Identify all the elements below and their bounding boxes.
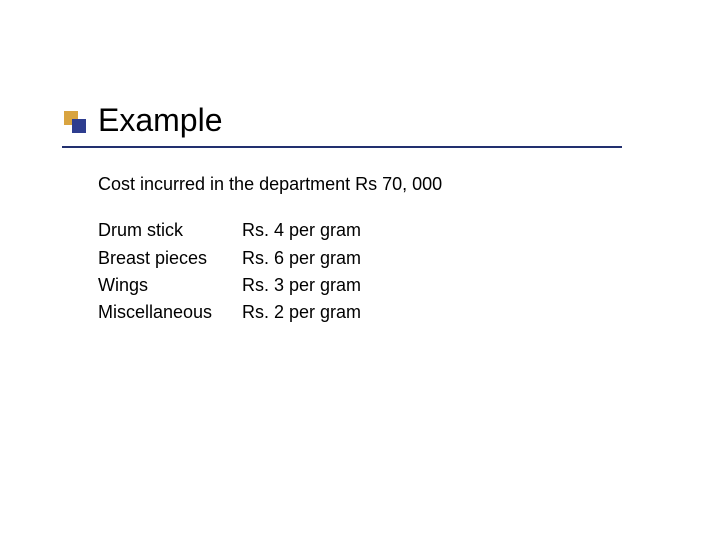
accent-icon <box>62 108 90 136</box>
accent-square-front <box>72 119 86 133</box>
item-name: Wings <box>98 273 238 297</box>
title-underline <box>62 146 622 148</box>
item-price: Rs. 3 per gram <box>242 273 442 297</box>
cost-line: Cost incurred in the department Rs 70, 0… <box>98 172 442 196</box>
item-name: Breast pieces <box>98 246 238 270</box>
item-price: Rs. 4 per gram <box>242 218 442 242</box>
price-table: Drum stick Rs. 4 per gram Breast pieces … <box>98 218 442 324</box>
slide-body: Cost incurred in the department Rs 70, 0… <box>98 172 442 324</box>
item-price: Rs. 6 per gram <box>242 246 442 270</box>
slide-title: Example <box>98 102 223 139</box>
item-name: Drum stick <box>98 218 238 242</box>
item-price: Rs. 2 per gram <box>242 300 442 324</box>
slide: Example Cost incurred in the department … <box>0 0 720 540</box>
item-name: Miscellaneous <box>98 300 238 324</box>
